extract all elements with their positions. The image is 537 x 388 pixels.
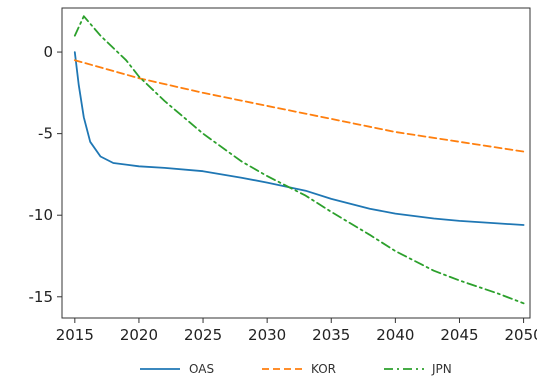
series-line-jpn bbox=[73, 15, 525, 305]
y-tick-label: -15 bbox=[29, 288, 54, 306]
x-tick-label: 2020 bbox=[120, 326, 158, 344]
y-tick-label: -10 bbox=[29, 206, 54, 224]
x-tick-label: 2015 bbox=[56, 326, 94, 344]
x-tick-label: 2035 bbox=[312, 326, 350, 344]
legend-label-oas: OAS bbox=[189, 362, 214, 376]
legend-label-kor: KOR bbox=[311, 362, 336, 376]
series-line-kor bbox=[73, 59, 525, 153]
legend-label-jpn: JPN bbox=[431, 362, 452, 376]
legend: OAS KOR JPN bbox=[140, 362, 452, 376]
series-line-oas bbox=[73, 51, 525, 226]
x-tick-label: 2025 bbox=[184, 326, 222, 344]
x-tick-label: 2045 bbox=[440, 326, 478, 344]
series-lines bbox=[73, 15, 525, 305]
x-tick-label: 2030 bbox=[248, 326, 286, 344]
y-tick-label: 0 bbox=[43, 43, 53, 61]
x-tick-label: 2040 bbox=[376, 326, 414, 344]
plot-frame bbox=[61, 7, 531, 319]
y-axis: 0 -5 -10 -15 bbox=[29, 43, 62, 306]
y-tick-label: -5 bbox=[38, 125, 53, 143]
